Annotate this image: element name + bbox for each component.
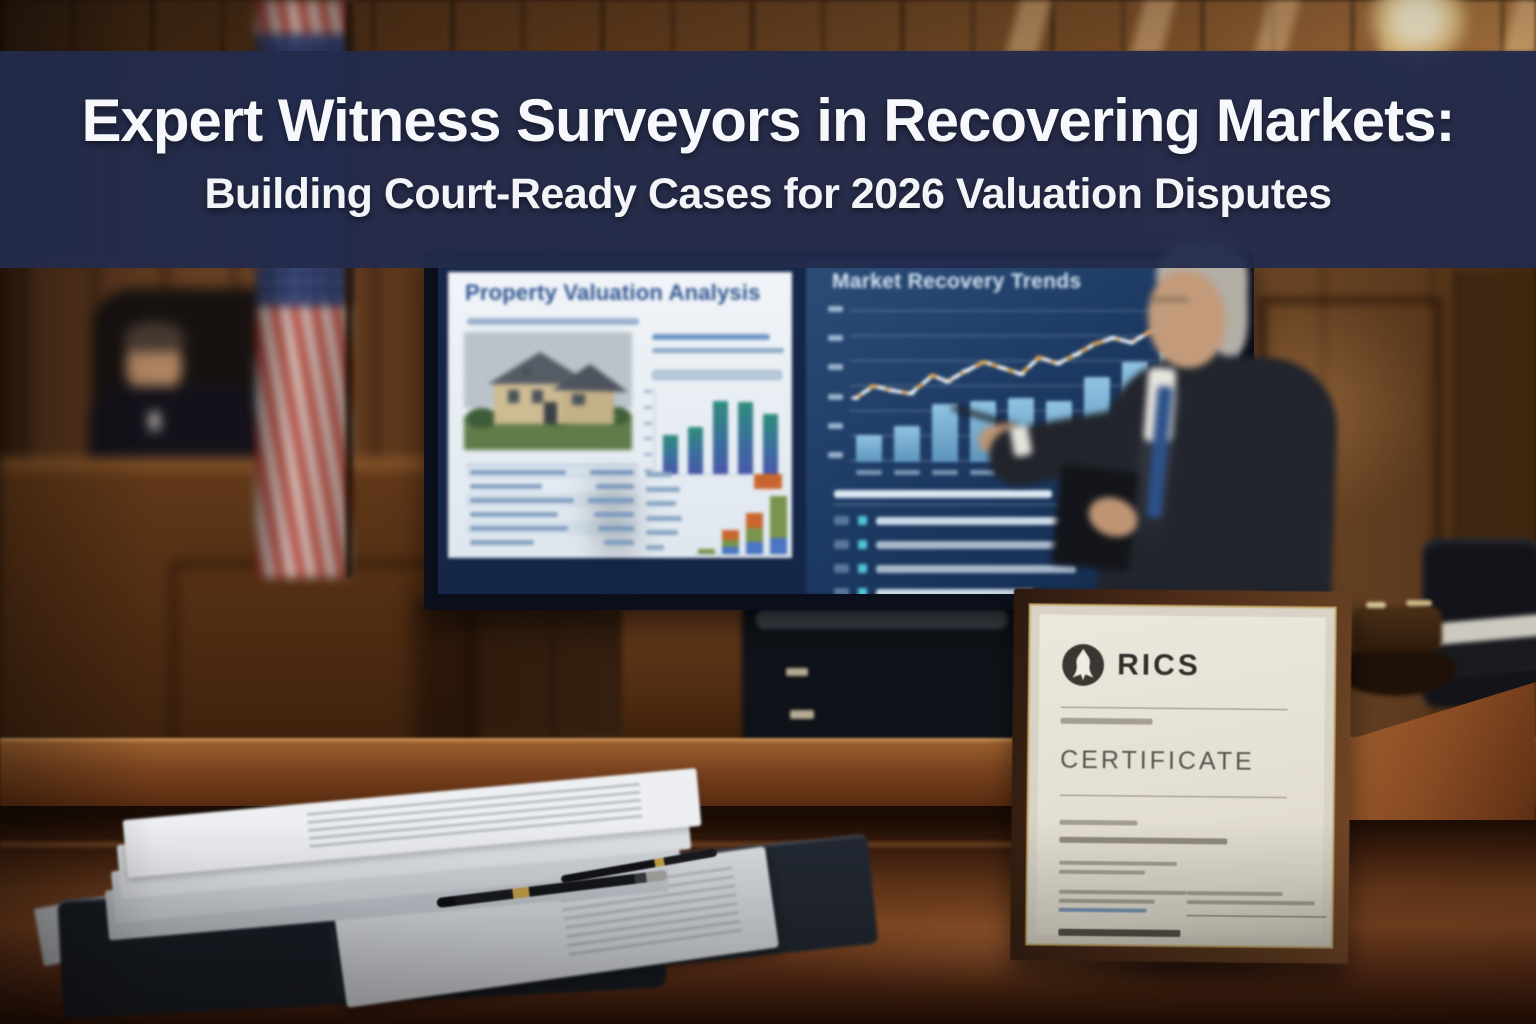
certificate-mat: RICS CERTIFICATE (1025, 603, 1337, 949)
bullet-square-icon (858, 564, 867, 573)
bar (688, 426, 703, 474)
blurred-callout-box (652, 370, 782, 380)
footer-right (1186, 891, 1327, 918)
stacked-bar (746, 513, 763, 554)
bullet-square-icon (858, 540, 867, 549)
legend-swatch-orange (754, 474, 782, 489)
gavel-highlight (1366, 602, 1386, 608)
stacked-bar (722, 530, 739, 554)
bullet-square-icon (858, 516, 867, 525)
blurred-signature (1058, 928, 1181, 938)
certificate-heading: CERTIFICATE (1060, 745, 1255, 776)
blurred-text-line (1059, 836, 1228, 845)
drawer-handle (790, 710, 814, 719)
blurred-text-line (1060, 717, 1153, 725)
certificate-paper: RICS CERTIFICATE (1036, 614, 1327, 938)
blurred-text-line (652, 348, 784, 353)
bar (738, 401, 753, 474)
bullet-square-icon (858, 588, 867, 594)
valuation-bars (663, 388, 781, 474)
house-photo (464, 332, 632, 450)
title-banner: Expert Witness Surveyors in Recovering M… (0, 51, 1536, 268)
headline-line1: Expert Witness Surveyors in Recovering M… (81, 87, 1456, 154)
blurred-text-line (1059, 860, 1178, 866)
blurred-table-row (466, 479, 638, 493)
slide-property-valuation: Property Valuation Analysis (448, 272, 792, 558)
blurred-table-row (466, 507, 638, 521)
screen-shadow (414, 598, 644, 748)
stacked-bar (770, 496, 787, 554)
slide-left-title: Property Valuation Analysis (465, 280, 761, 305)
blurred-table-row (466, 535, 638, 549)
judge-bench-area (0, 260, 480, 800)
bar (763, 413, 778, 474)
gavel-highlight (1406, 600, 1432, 606)
stacked-bar (698, 549, 715, 554)
blurred-text-line (1058, 869, 1146, 875)
headline-line2: Building Court-Ready Cases for 2026 Valu… (204, 170, 1332, 218)
stacked-chart-labels (646, 472, 688, 550)
glasses (1152, 298, 1188, 301)
blurred-table-row (466, 493, 638, 507)
bar (713, 400, 728, 474)
footer-left (1058, 889, 1187, 916)
house-illustration (464, 332, 632, 450)
drawer-handle (786, 668, 808, 676)
chart-y-tick-labels (828, 306, 844, 458)
blurred-subtitle-bar (467, 318, 639, 325)
bar (663, 435, 678, 474)
blurred-table-row (466, 465, 638, 479)
blurred-table-row (466, 521, 638, 535)
certificate-org-name: RICS (1116, 648, 1202, 683)
rics-lion-roundel-icon (1062, 644, 1105, 686)
judge-collar (150, 412, 159, 430)
valuation-bar-chart (654, 388, 785, 475)
valuation-data-table (466, 464, 638, 553)
divider (1059, 794, 1288, 799)
chart-y-ticks (644, 390, 652, 472)
gavel (1352, 606, 1442, 652)
certificate-header: RICS (1061, 643, 1303, 690)
divider (1060, 706, 1289, 711)
blurred-text-line (652, 334, 770, 340)
judge-hair (124, 322, 184, 352)
blurred-text-line (1059, 819, 1138, 826)
framed-certificate: RICS CERTIFICATE (1010, 588, 1352, 964)
certificate-footer-columns (1058, 889, 1327, 918)
